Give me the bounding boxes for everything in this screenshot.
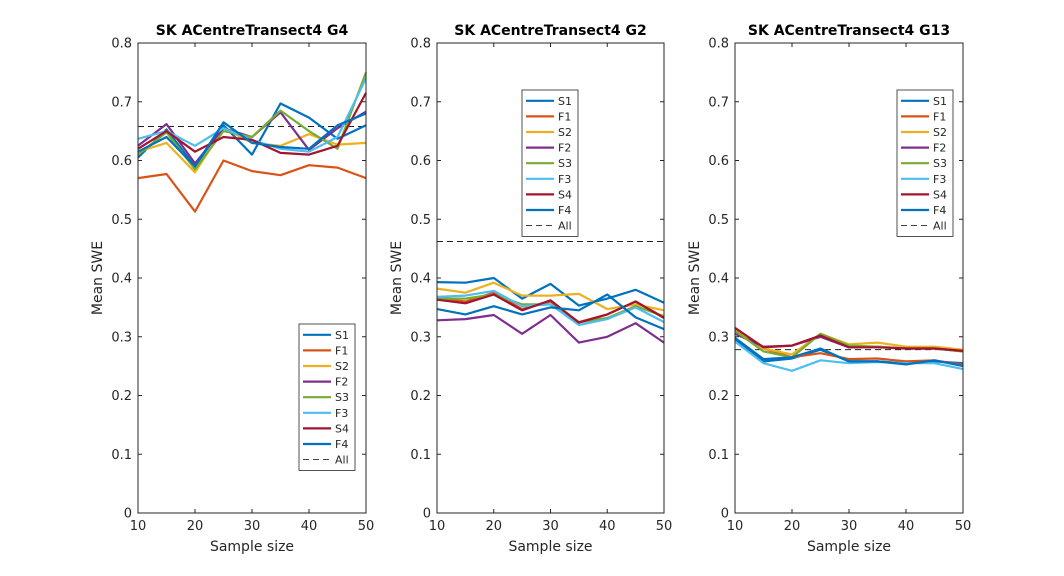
y-tick-label: 0.4 (111, 272, 132, 287)
legend-label: All (335, 454, 349, 467)
legend-label: S4 (558, 188, 572, 201)
y-tick-label: 0.1 (410, 448, 431, 463)
chart-panel-3: 10 20 30 40 50 0 0.1 0.2 0.3 0.4 0.5 0.6 0.7 0.8 SK AC… (687, 23, 971, 555)
x-tick-label: 30 (244, 519, 261, 534)
y-tick-label: 0.2 (111, 389, 132, 404)
legend: S1 F1 S2 F2 S3 F3 S4 F4 All (298, 323, 356, 471)
y-axis-label: Mean SWE (389, 241, 405, 315)
y-tick-label: 0.4 (708, 272, 729, 287)
y-tick-label: 0.6 (410, 154, 431, 169)
y-tick-label: 0.3 (708, 330, 729, 345)
y-tick-label: 0.6 (708, 154, 729, 169)
series-line-f4 (137, 112, 367, 168)
x-tick-label: 40 (898, 519, 915, 534)
series-line-f4 (436, 293, 665, 331)
x-axis-label: Sample size (807, 539, 891, 555)
chart-title: SK ACentreTransect4 G4 (156, 23, 349, 39)
x-axis-label: Sample size (508, 539, 592, 555)
x-tick-label: 40 (301, 519, 318, 534)
y-tick-label: 0.7 (708, 95, 729, 110)
legend-label: F1 (558, 110, 571, 123)
legend-label: F2 (933, 142, 946, 155)
x-tick-label: 20 (485, 519, 502, 534)
series-line-f3 (436, 289, 665, 327)
y-tick-label: 0 (721, 507, 729, 522)
x-tick-label: 40 (599, 519, 616, 534)
x-tick-label: 10 (727, 519, 744, 534)
series-line-s4 (734, 326, 964, 352)
legend-label: F2 (558, 142, 571, 155)
legend-label: F3 (558, 173, 571, 186)
y-tick-label: 0.8 (708, 37, 729, 52)
legend-label: S2 (335, 360, 349, 373)
x-tick-label: 20 (187, 519, 204, 534)
legend: S1 F1 S2 F2 S3 F3 S4 F4 All (521, 89, 579, 237)
y-tick-label: 0.2 (708, 389, 729, 404)
x-tick-label: 30 (542, 519, 559, 534)
legend-label: All (933, 220, 947, 233)
legend-label: F3 (335, 407, 348, 420)
legend-label: S2 (933, 126, 947, 139)
x-tick-label: 20 (784, 519, 801, 534)
series-line-s2 (734, 328, 964, 356)
series-line-s4 (137, 92, 367, 156)
legend-label: F1 (933, 110, 946, 123)
legend-label: F3 (933, 173, 946, 186)
legend-label: S3 (558, 157, 572, 170)
legend-label: S2 (558, 126, 572, 139)
series-line-f3 (734, 340, 964, 372)
x-tick-label: 10 (130, 519, 147, 534)
y-tick-label: 0.8 (410, 37, 431, 52)
legend-label: S1 (335, 329, 349, 342)
y-tick-label: 0.5 (410, 213, 431, 228)
legend-label: S1 (558, 95, 572, 108)
series-line-f1 (137, 159, 367, 213)
x-axis-label: Sample size (210, 539, 294, 555)
legend-label: S1 (933, 95, 947, 108)
legend-label: F4 (558, 204, 571, 217)
x-tick-label: 50 (656, 519, 673, 534)
y-axis-label: Mean SWE (90, 241, 106, 315)
y-tick-label: 0.8 (111, 37, 132, 52)
legend-label: F2 (335, 376, 348, 389)
y-tick-label: 0 (124, 507, 132, 522)
legend-label: F1 (335, 344, 348, 357)
x-tick-label: 50 (955, 519, 972, 534)
legend-label: F4 (933, 204, 946, 217)
y-tick-label: 0.5 (111, 213, 132, 228)
chart-panel-1: 10 20 30 40 50 0 0.1 0.2 0.3 0.4 0.5 0.6 0.7 0.8 SK AC… (90, 23, 374, 555)
y-tick-label: 0.5 (708, 213, 729, 228)
y-tick-label: 0.3 (111, 330, 132, 345)
series-line-f2 (436, 313, 665, 344)
x-tick-label: 10 (429, 519, 446, 534)
series-line-f4 (734, 337, 964, 368)
chart-panel-2: 10 20 30 40 50 0 0.1 0.2 0.3 0.4 0.5 0.6 0.7 0.8 SK AC… (389, 23, 672, 555)
series-line-s1 (436, 276, 665, 307)
y-tick-label: 0.4 (410, 272, 431, 287)
chart-title: SK ACentreTransect4 G2 (454, 23, 646, 39)
y-tick-label: 0.3 (410, 330, 431, 345)
y-tick-label: 0.1 (111, 448, 132, 463)
y-tick-label: 0.7 (410, 95, 431, 110)
y-tick-label: 0.6 (111, 154, 132, 169)
legend-label: F4 (335, 438, 348, 451)
y-axis-label: Mean SWE (687, 241, 703, 315)
legend-label: S3 (335, 391, 349, 404)
y-tick-label: 0.1 (708, 448, 729, 463)
legend-label: S4 (933, 188, 947, 201)
legend: S1 F1 S2 F2 S3 F3 S4 F4 All (896, 89, 954, 237)
x-tick-label: 50 (358, 519, 375, 534)
legend-label: S3 (933, 157, 947, 170)
y-tick-label: 0 (423, 507, 431, 522)
x-tick-label: 30 (841, 519, 858, 534)
y-tick-label: 0.2 (410, 389, 431, 404)
legend-label: S4 (335, 422, 349, 435)
y-tick-label: 0.7 (111, 95, 132, 110)
chart-title: SK ACentreTransect4 G13 (748, 23, 950, 39)
legend-label: All (558, 220, 572, 233)
series-line-s4 (436, 293, 665, 324)
